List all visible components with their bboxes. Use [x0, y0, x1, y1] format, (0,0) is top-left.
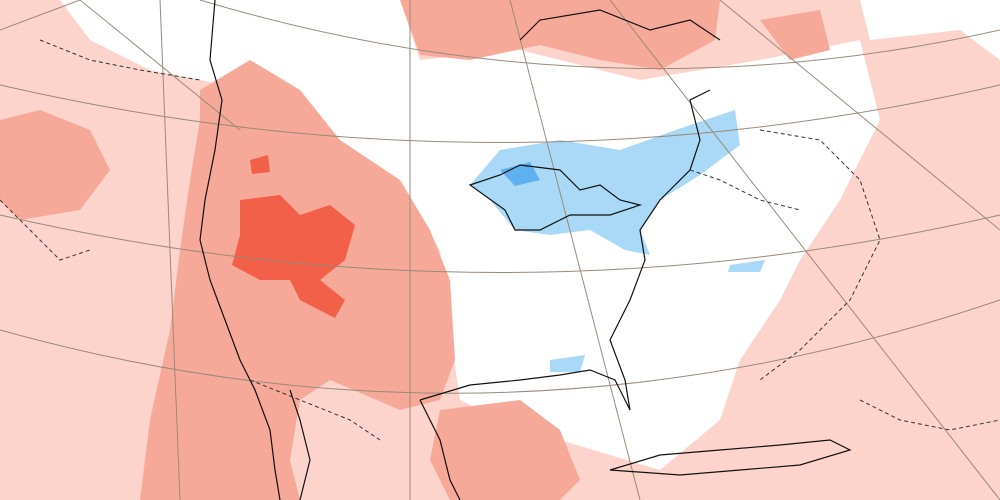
warm-anomaly-region [400, 0, 720, 70]
hot-anomaly-region [250, 155, 270, 174]
cool-anomaly-region [470, 110, 740, 255]
contour-line [0, 199, 91, 261]
cool-anomaly-region [550, 355, 585, 372]
cool-anomaly-region [728, 260, 765, 272]
contour-line [759, 129, 881, 381]
contour-line [859, 399, 1000, 431]
coastline [199, 0, 281, 500]
near-normal-region [730, 80, 850, 270]
longitude-line [719, 0, 1000, 231]
longitude-line [159, 0, 181, 500]
contours [0, 39, 1000, 441]
near-normal-region [860, 0, 1000, 60]
caribbean-islands [609, 439, 852, 476]
longitude-line [0, 0, 81, 31]
longitude-line [609, 0, 1000, 500]
warm-anomaly-region [430, 400, 580, 500]
longitude-line [509, 0, 641, 500]
warm-anomaly-region [760, 10, 830, 60]
coastline [419, 399, 461, 500]
coastline [419, 89, 711, 411]
great-lakes [468, 164, 643, 231]
coastline [289, 389, 311, 500]
coastlines [199, 0, 852, 500]
hot-anomaly-region [232, 195, 355, 318]
latitude-line [0, 299, 1000, 394]
latitude-line [199, 0, 1000, 70]
contour-line [39, 39, 201, 81]
coastline [519, 9, 721, 41]
near-normal-region [60, 0, 880, 470]
latitude-line [0, 214, 1000, 273]
contour-line [249, 379, 381, 441]
latitude-line [0, 84, 1000, 143]
cold-anomaly-region [500, 162, 540, 186]
longitude-line [79, 0, 241, 131]
warm-anomaly-region [0, 110, 110, 220]
contour-line [689, 169, 801, 211]
